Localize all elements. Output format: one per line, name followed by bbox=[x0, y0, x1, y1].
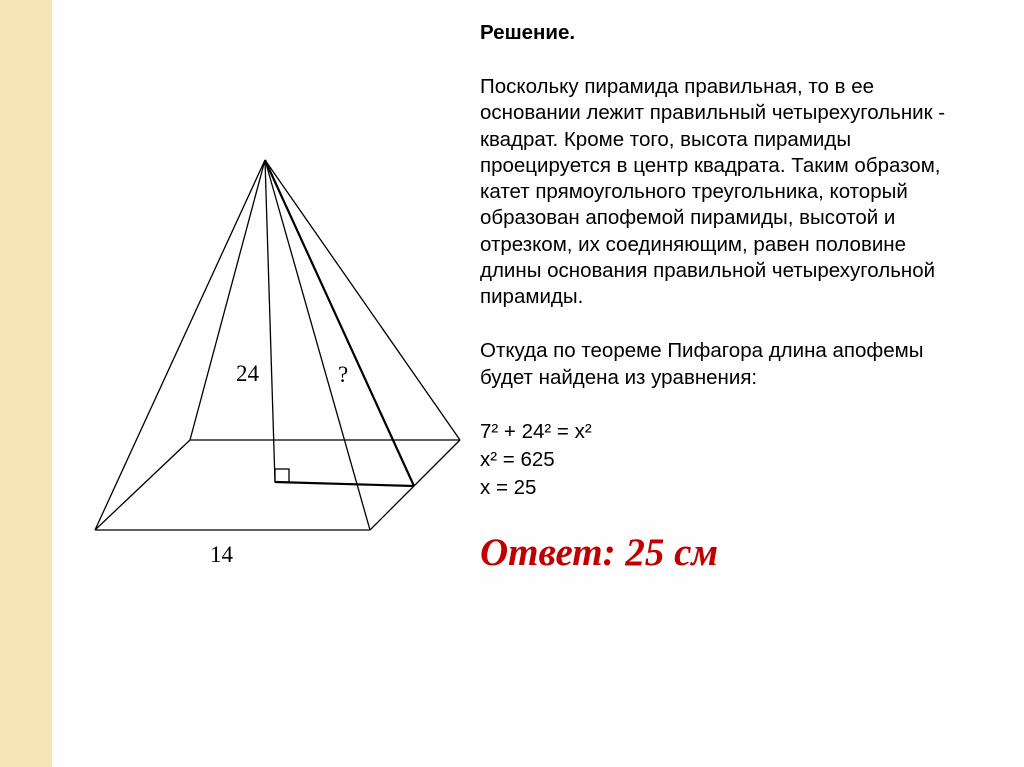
pyramid-diagram: 24 ? 14 bbox=[60, 140, 480, 570]
equation-3: x = 25 bbox=[480, 475, 970, 501]
solution-paragraph-1: Поскольку пирамида правильная, то в ее о… bbox=[480, 74, 970, 310]
svg-text:14: 14 bbox=[210, 542, 234, 567]
equation-2: x² = 625 bbox=[480, 447, 970, 473]
svg-text:24: 24 bbox=[236, 361, 260, 386]
content-wrapper: 24 ? 14 Решение. Поскольку пирамида прав… bbox=[60, 0, 1020, 767]
solution-heading: Решение. bbox=[480, 20, 970, 46]
decorative-left-strip bbox=[0, 0, 52, 767]
figure-area: 24 ? 14 bbox=[60, 0, 480, 767]
solution-text: Решение. Поскольку пирамида правильная, … bbox=[480, 0, 970, 767]
solution-paragraph-2: Откуда по теореме Пифагора длина апофемы… bbox=[480, 338, 970, 390]
equation-block: 7² + 24² = x² x² = 625 x = 25 bbox=[480, 419, 970, 502]
answer-line: Ответ: 25 см bbox=[480, 528, 970, 578]
equation-1: 7² + 24² = x² bbox=[480, 419, 970, 445]
svg-text:?: ? bbox=[338, 362, 348, 387]
